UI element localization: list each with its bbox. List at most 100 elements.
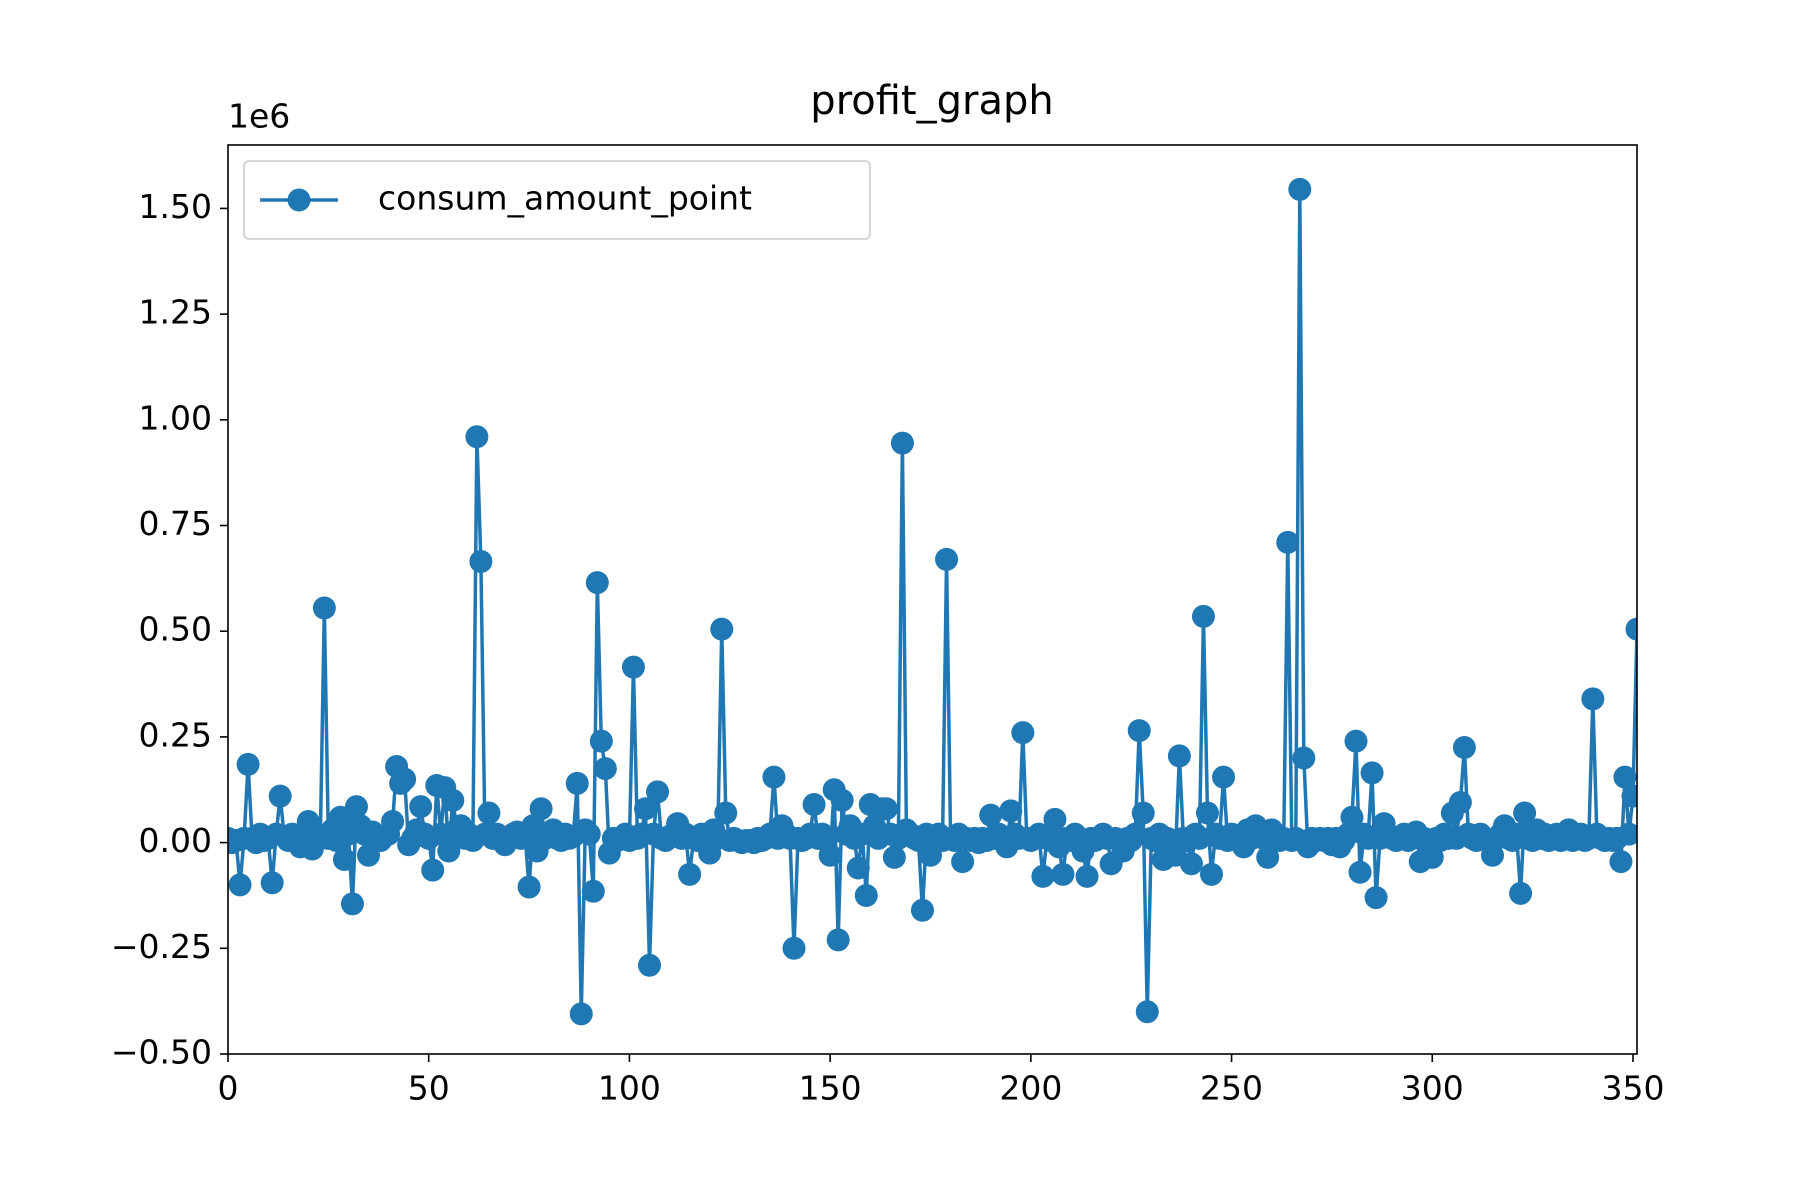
data-point	[1167, 744, 1191, 768]
data-point	[782, 936, 806, 960]
data-point	[1513, 801, 1537, 825]
y-tick-label: 1.25	[139, 293, 212, 332]
data-point	[589, 729, 613, 753]
data-point	[1043, 807, 1067, 831]
data-point	[846, 856, 870, 880]
data-point	[910, 898, 934, 922]
data-point	[621, 655, 645, 679]
offset-text: 1e6	[228, 97, 290, 136]
y-tick-label: 0.00	[139, 821, 212, 860]
data-point	[228, 873, 252, 897]
data-point	[585, 571, 609, 595]
data-point	[529, 797, 553, 821]
x-tick-label: 250	[1200, 1069, 1263, 1108]
data-point	[1127, 719, 1151, 743]
data-point	[409, 795, 433, 819]
y-tick-label: 0.50	[139, 610, 212, 649]
x-tick-label: 0	[218, 1069, 239, 1108]
data-point	[1011, 721, 1035, 745]
data-point	[569, 1002, 593, 1026]
chart-title: profit_graph	[810, 78, 1053, 124]
data-point	[854, 883, 878, 907]
data-point	[577, 822, 601, 846]
data-point	[477, 801, 501, 825]
y-tick-label: 0.25	[139, 715, 212, 754]
data-point	[1179, 852, 1203, 876]
data-point	[1609, 850, 1633, 874]
data-point	[1191, 604, 1215, 628]
data-point	[830, 788, 854, 812]
data-point	[1340, 805, 1364, 829]
y-tick-label: −0.50	[111, 1033, 212, 1072]
data-point	[260, 871, 284, 895]
data-point	[465, 425, 489, 449]
data-point	[421, 858, 445, 882]
data-point	[517, 875, 541, 899]
data-point	[1195, 801, 1219, 825]
data-point	[999, 799, 1023, 823]
data-point	[1131, 801, 1155, 825]
data-point	[332, 848, 356, 872]
data-point	[441, 788, 465, 812]
x-tick-label: 50	[408, 1069, 450, 1108]
data-point	[882, 845, 906, 869]
data-point	[437, 839, 461, 863]
data-point	[1364, 886, 1388, 910]
data-point	[1051, 862, 1075, 886]
data-point	[802, 793, 826, 817]
data-point	[236, 752, 260, 776]
data-point	[340, 892, 364, 916]
data-point	[1581, 687, 1605, 711]
plot-frame	[227, 144, 1638, 1055]
y-tick-label: 0.75	[139, 504, 212, 543]
data-point	[1276, 530, 1300, 554]
data-point	[1031, 864, 1055, 888]
legend: consum_amount_point	[243, 160, 871, 240]
data-point	[826, 928, 850, 952]
data-point	[646, 780, 670, 804]
data-point	[381, 809, 405, 833]
data-point	[890, 431, 914, 455]
data-point	[581, 879, 605, 903]
data-point	[1613, 765, 1637, 789]
data-point	[1621, 784, 1637, 808]
plot-area	[228, 177, 1637, 1026]
data-point	[710, 617, 734, 641]
data-point	[344, 795, 368, 819]
data-point	[268, 784, 292, 808]
data-point	[633, 797, 657, 821]
data-point	[935, 547, 959, 571]
data-point	[1075, 864, 1099, 888]
x-tick-label: 150	[799, 1069, 862, 1108]
data-point	[1448, 790, 1472, 814]
data-point	[818, 843, 842, 867]
data-point	[762, 765, 786, 789]
data-point	[469, 549, 493, 573]
data-point	[312, 596, 336, 620]
data-point	[1344, 729, 1368, 753]
data-point	[951, 850, 975, 874]
data-point	[1288, 177, 1312, 201]
y-tick-label: 1.50	[139, 187, 212, 226]
data-point	[678, 862, 702, 886]
data-point	[1292, 746, 1316, 770]
legend-label: consum_amount_point	[378, 179, 752, 218]
data-point	[393, 767, 417, 791]
legend-marker	[287, 188, 311, 212]
data-point	[637, 953, 661, 977]
data-point	[1348, 860, 1372, 884]
data-point	[1199, 862, 1223, 886]
data-point	[593, 757, 617, 781]
x-tick-label: 300	[1401, 1069, 1464, 1108]
data-point	[1617, 822, 1637, 846]
data-point	[874, 797, 898, 821]
x-tick-label: 350	[1601, 1069, 1664, 1108]
data-point	[1256, 845, 1280, 869]
data-point	[1135, 1000, 1159, 1024]
y-tick-label: 1.00	[139, 398, 212, 437]
data-point	[979, 803, 1003, 827]
data-point	[1625, 617, 1637, 641]
data-point	[565, 771, 589, 795]
